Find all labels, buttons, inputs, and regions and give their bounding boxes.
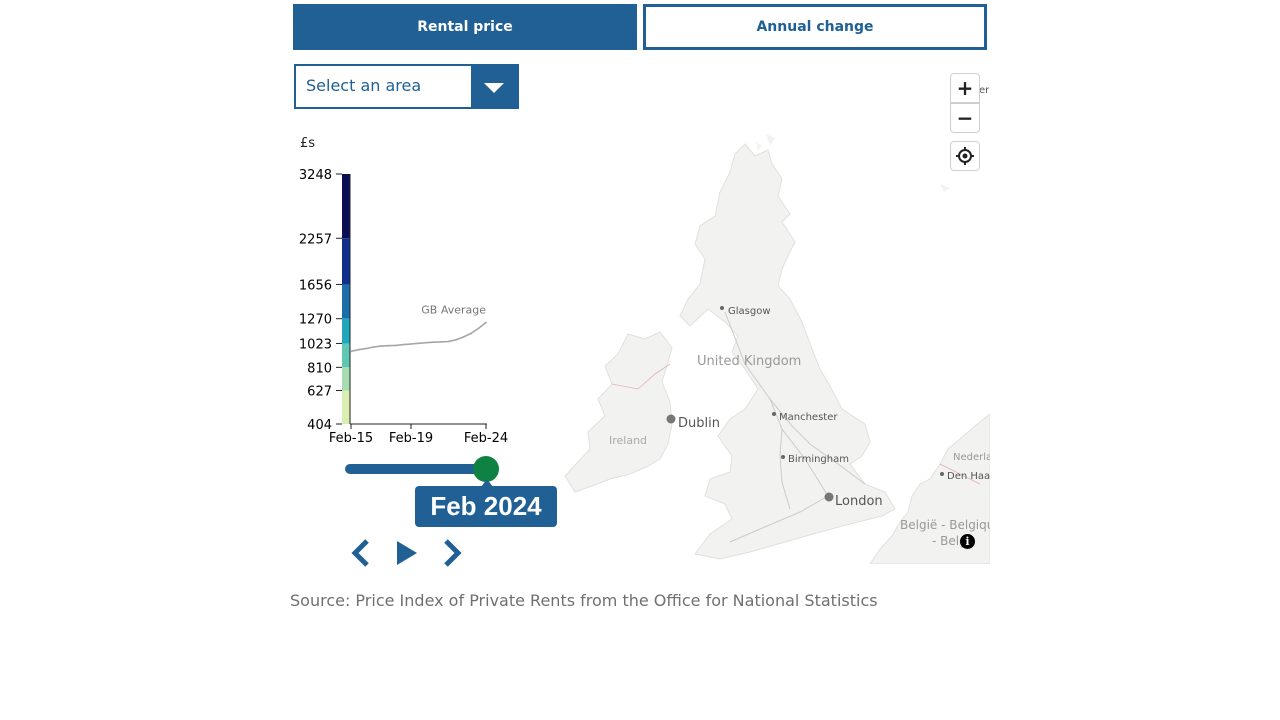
gb-average-point [440, 340, 442, 343]
gb-average-point [425, 341, 427, 344]
gb-average-point [357, 348, 360, 351]
legend-color-bin [342, 367, 350, 391]
legend-tick-label: 2257 [299, 232, 332, 247]
glasgow-label: Glasgow [728, 306, 771, 317]
gb-average-point [455, 338, 457, 341]
gb-average-point [417, 342, 420, 345]
gb-average-point [470, 332, 472, 335]
legend-color-bin [342, 318, 350, 344]
gb-average-point [477, 327, 480, 330]
source-note: Source: Price Index of Private Rents fro… [290, 591, 878, 610]
gb-average-line [350, 321, 487, 353]
legend-color-bin [342, 390, 350, 424]
play-button[interactable] [393, 538, 421, 568]
legend-tick-label: 1270 [299, 313, 332, 328]
legend-unit-label: £s [300, 136, 316, 151]
map-labels: Glasgow United Kingdom Manchester Dublin… [609, 85, 990, 548]
x-tick-label: Feb-24 [464, 431, 508, 446]
selected-date-label: Feb 2024 [415, 486, 557, 527]
tab-annual-change[interactable]: Annual change [643, 4, 987, 50]
chevron-right-icon [444, 539, 462, 567]
gb-average-point [410, 343, 412, 345]
legend-tick-label: 627 [307, 385, 332, 400]
map[interactable]: Glasgow United Kingdom Manchester Dublin… [520, 64, 990, 564]
time-slider-track[interactable] [345, 464, 485, 474]
uk-label: United Kingdom [697, 354, 801, 369]
london-label: London [835, 494, 883, 509]
area-select-placeholder: Select an area [306, 76, 422, 95]
legend-color-bin [342, 343, 350, 368]
gb-average-point [485, 321, 487, 324]
chevron-left-icon [351, 539, 369, 567]
legend-tick-label: 3248 [299, 168, 332, 183]
gb-average-point [365, 347, 367, 350]
gb-average-point [350, 350, 352, 353]
map-base: Glasgow United Kingdom Manchester Dublin… [564, 85, 990, 564]
zoom-in-button[interactable]: + [950, 73, 980, 103]
map-continent [869, 413, 990, 564]
legend-color-bin [342, 284, 350, 319]
time-slider-handle[interactable] [473, 456, 499, 482]
legend-tick-label: 1023 [299, 337, 332, 352]
gb-average-point [432, 341, 435, 344]
london-marker [824, 492, 834, 502]
dublin-marker [666, 414, 676, 424]
tab-annual-change-label: Annual change [756, 19, 874, 35]
map-ireland [564, 331, 673, 493]
gb-average-point [402, 343, 405, 346]
date-label-caret [481, 479, 493, 487]
previous-button[interactable] [347, 538, 375, 568]
map-borders [611, 363, 981, 485]
legend-color-bin [342, 238, 350, 285]
gb-average-label: GB Average [421, 304, 486, 317]
legend-color-bin [342, 174, 350, 239]
den-haag-label: Den Haag [947, 471, 990, 482]
locate-icon [956, 147, 974, 165]
next-button[interactable] [438, 538, 466, 568]
map-great-britain [679, 143, 896, 560]
minus-icon: − [956, 106, 974, 130]
tab-rental-price-label: Rental price [417, 19, 513, 35]
plus-icon: + [956, 76, 974, 100]
gb-average-point [380, 345, 382, 348]
gb-average-point [372, 346, 375, 348]
legend-tick-label: 404 [307, 418, 332, 433]
gb-average-point [395, 344, 397, 347]
gb-average-point [462, 336, 465, 338]
play-icon [397, 541, 417, 565]
belgium-short-label: - Belg [932, 534, 967, 548]
chevron-down-icon [484, 83, 504, 93]
legend-chart: 3248 2257 1656 1270 1023 810 627 404 GB Average… [299, 168, 508, 446]
dublin-label: Dublin [678, 416, 720, 431]
top-right-clipped-label: er [979, 85, 990, 96]
gb-average-point [447, 340, 450, 343]
belgium-label: België - Belgique [900, 518, 990, 532]
area-select-toggle[interactable] [471, 66, 517, 107]
info-icon[interactable]: i [960, 534, 975, 549]
x-tick-label: Feb-15 [329, 431, 373, 446]
manchester-label: Manchester [779, 412, 838, 423]
info-icon-glyph: i [965, 535, 970, 548]
birmingham-label: Birmingham [788, 454, 849, 465]
tab-rental-price[interactable]: Rental price [293, 4, 637, 50]
map-islands [756, 134, 950, 192]
x-tick-label: Feb-19 [389, 431, 433, 446]
zoom-out-button[interactable]: − [950, 103, 980, 133]
gb-average-point [387, 344, 390, 347]
legend-tick-label: 810 [307, 361, 332, 376]
ireland-label: Ireland [609, 434, 647, 447]
area-select[interactable]: Select an area [294, 64, 519, 109]
legend-tick-label: 1656 [299, 278, 332, 293]
geolocate-button[interactable] [950, 141, 980, 171]
netherlands-label: Nederland [953, 452, 990, 463]
